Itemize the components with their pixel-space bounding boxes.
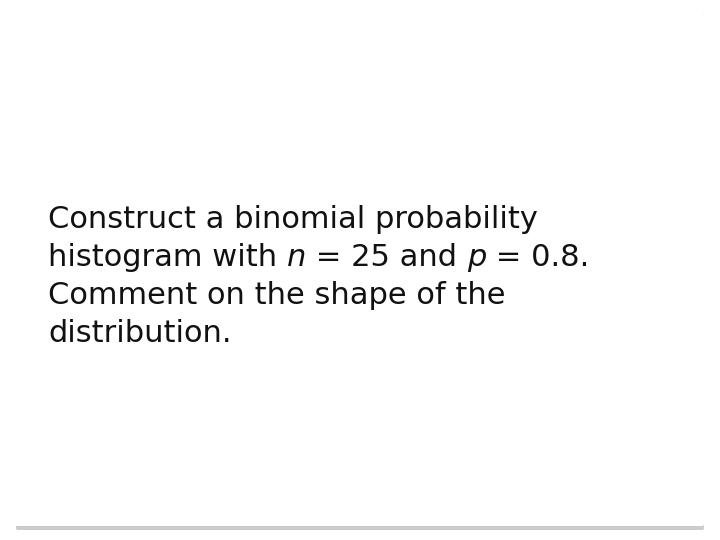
Text: = 25 and: = 25 and [306, 243, 467, 272]
Text: p: p [467, 243, 487, 272]
Text: = 0.8.: = 0.8. [487, 243, 590, 272]
FancyBboxPatch shape [12, 14, 704, 526]
Text: histogram with: histogram with [48, 243, 287, 272]
Text: Comment on the shape of the: Comment on the shape of the [48, 281, 505, 310]
Text: distribution.: distribution. [48, 319, 232, 348]
FancyBboxPatch shape [16, 14, 704, 530]
Text: Construct a binomial probability: Construct a binomial probability [48, 205, 538, 234]
Text: n: n [287, 243, 306, 272]
